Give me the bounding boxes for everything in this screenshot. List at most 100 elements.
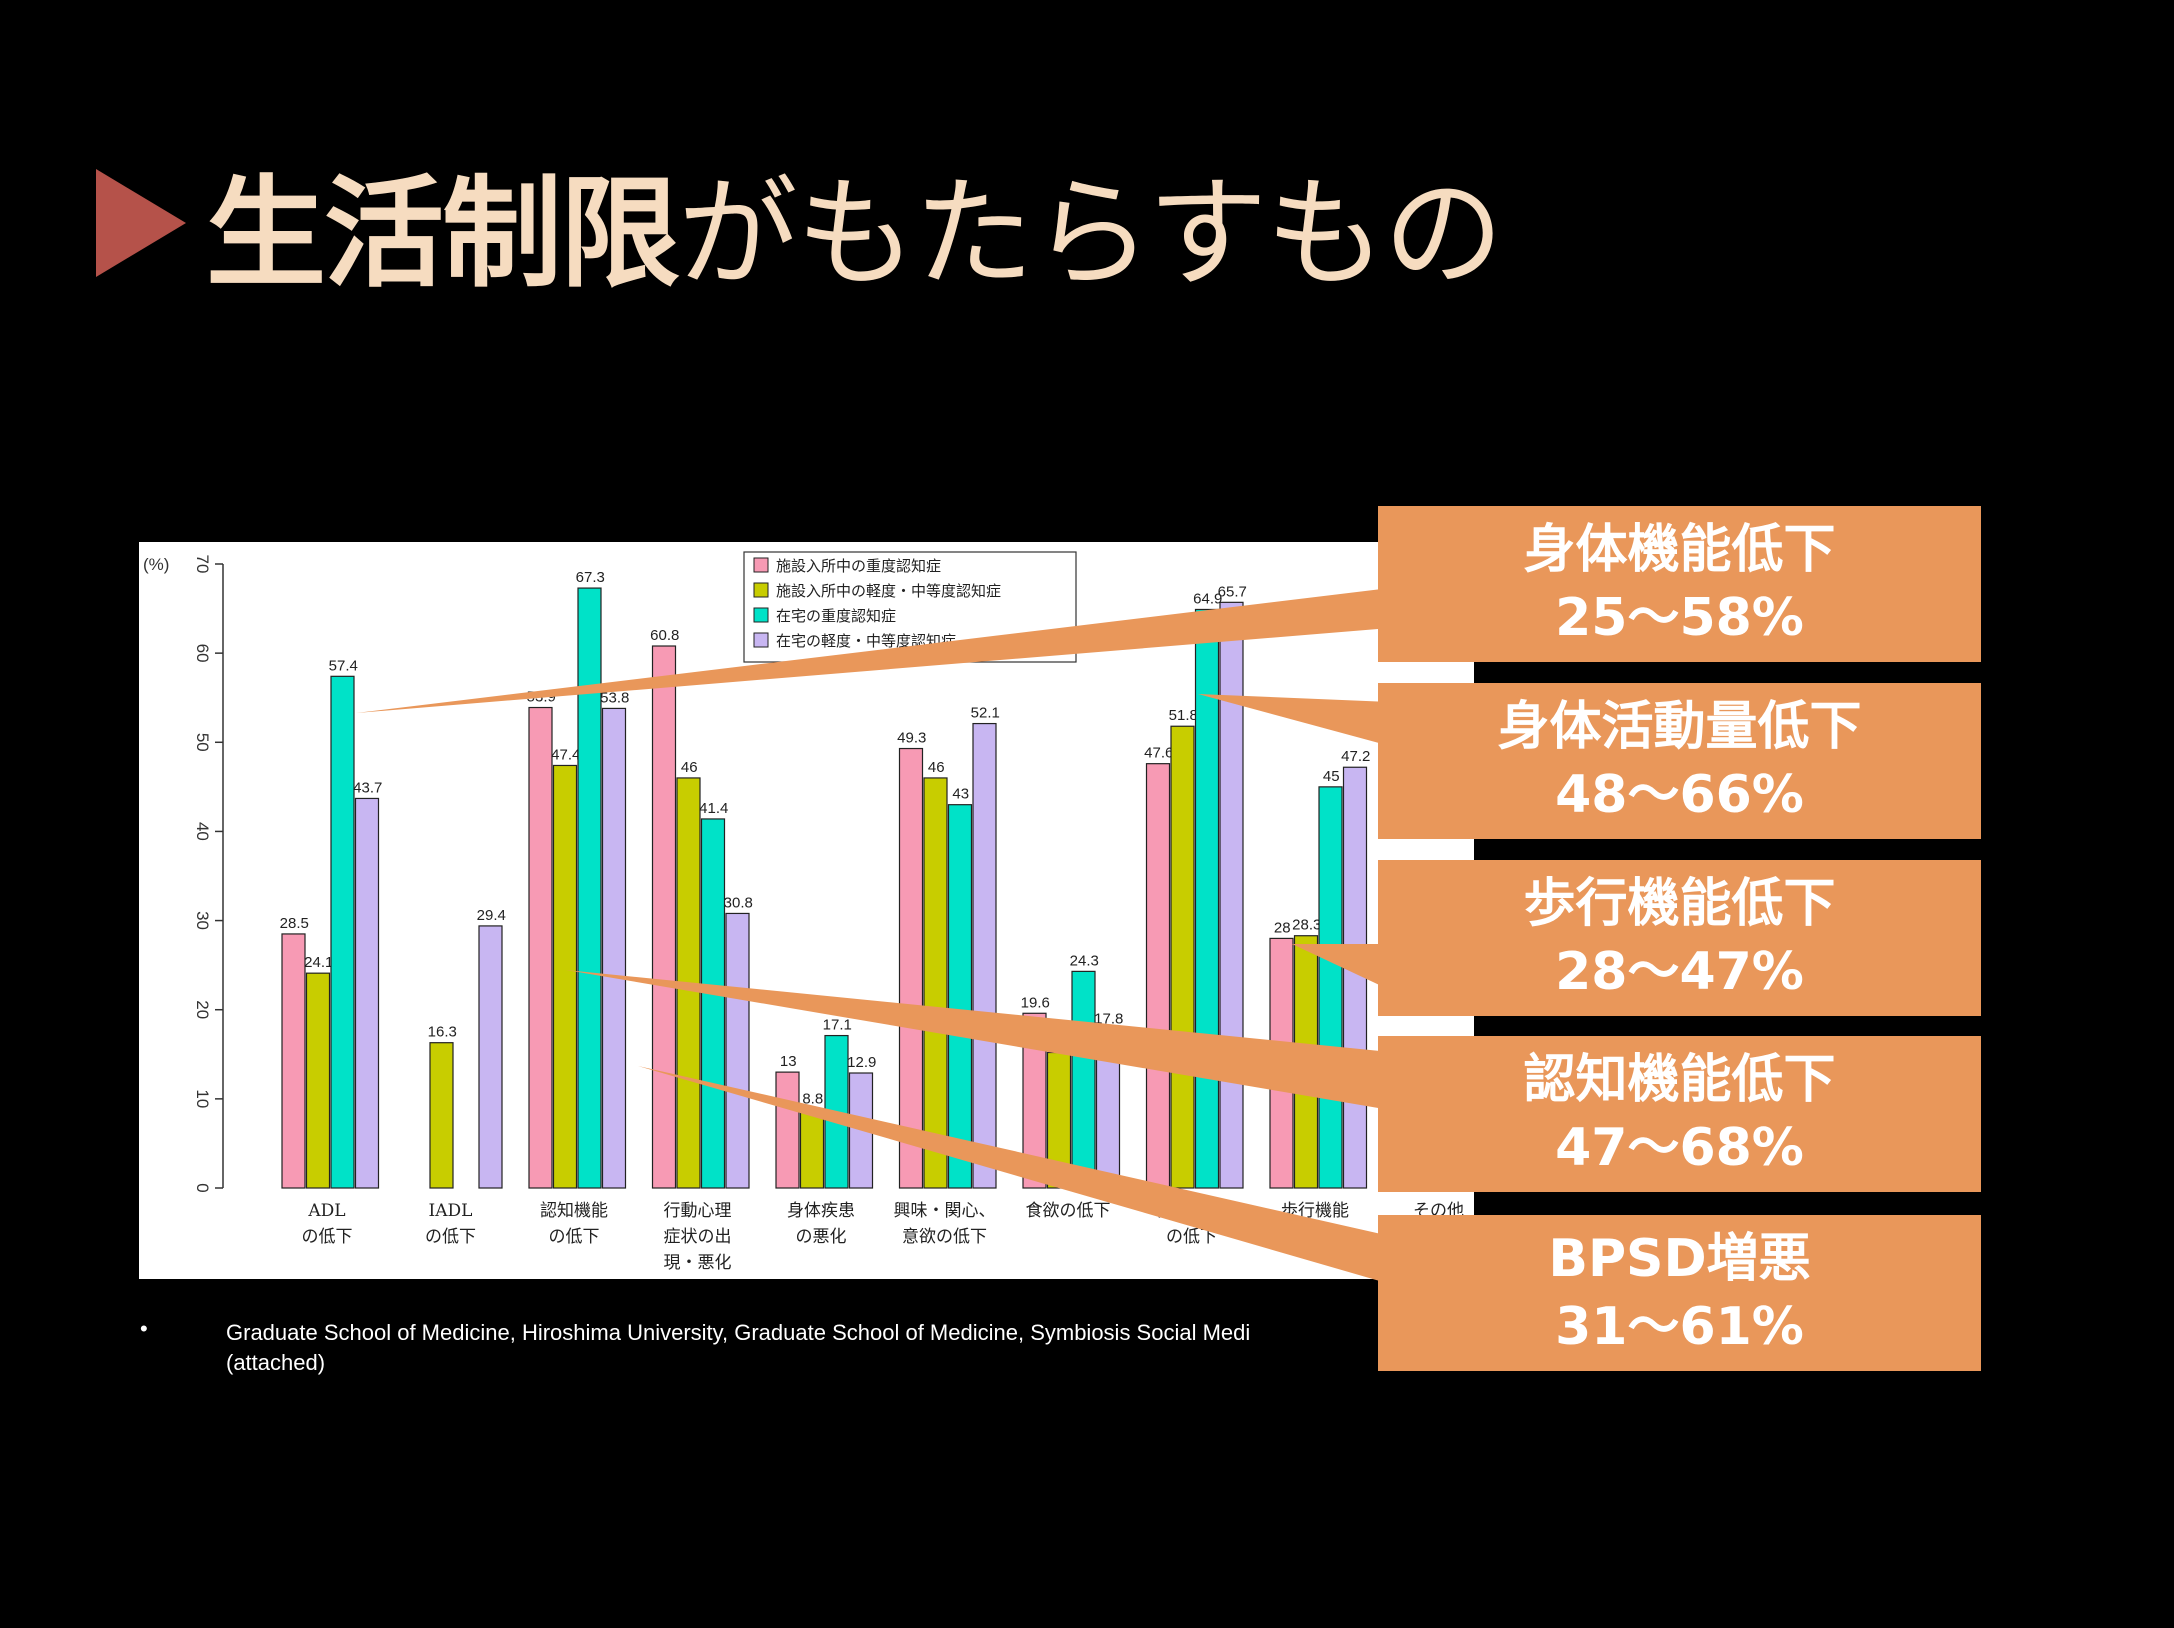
bar-data-label: 46: [928, 759, 945, 776]
y-tick-label: 10: [193, 1089, 212, 1108]
bar: [848, 1072, 874, 1189]
bar: [1095, 1028, 1121, 1189]
x-tick-label: の低下: [302, 1227, 353, 1247]
bar-data-label: 19.6: [1021, 994, 1050, 1011]
bar-data-label: 65.7: [1218, 583, 1247, 600]
callout-range: 25～58%: [1555, 588, 1804, 648]
bar: [775, 1071, 800, 1189]
x-tick-label: 転倒: [1298, 1227, 1332, 1247]
bar: [354, 797, 380, 1189]
bar-data-label: 24.3: [1070, 952, 1099, 969]
bar-chart: 0 10 20 30 40 50 60 70 (%) 28.5 24.1 57.4 43.7 ADL の低下…: [143, 551, 1464, 1273]
y-tick-label: 0: [193, 1183, 212, 1192]
bar-data-label: 28: [1274, 919, 1291, 936]
x-tick-label: 身体機能: [1158, 1201, 1226, 1221]
y-tick-label: 20: [193, 1000, 212, 1019]
title-bold-part: 生活制限: [206, 165, 680, 304]
bar: [972, 722, 997, 1189]
callout-range: 28～47%: [1555, 942, 1804, 1002]
bar: [305, 972, 331, 1189]
x-tick-label: 行動心理: [664, 1201, 732, 1221]
bar: [923, 777, 948, 1189]
bar: [528, 706, 553, 1189]
x-tick-label: ADL: [307, 1201, 345, 1221]
callout-walking-function: 歩行機能低下 28～47%: [1378, 860, 1981, 1016]
bar-data-label: 49.3: [897, 730, 926, 747]
bar: [577, 587, 602, 1189]
callout-label: 認知機能低下: [1523, 1050, 1836, 1110]
y-tick-label: 40: [193, 822, 212, 841]
bar: [898, 747, 924, 1189]
bar-data-label: 29.4: [477, 907, 506, 924]
x-tick-label: 歩行機能: [1281, 1201, 1349, 1221]
callout-range: 48～66%: [1555, 765, 1804, 825]
bar: [1318, 786, 1343, 1189]
chart-panel: 0 10 20 30 40 50 60 70 (%) 28.5 24.1 57.4 43.7 ADL の低下…: [139, 542, 1474, 1279]
bar: [676, 777, 701, 1189]
bar-data-label: 16.3: [428, 1024, 457, 1041]
legend-swatch: [753, 607, 769, 623]
x-tick-label: 身体疾患: [787, 1201, 855, 1221]
x-tick-label: の悪化: [796, 1227, 847, 1247]
bar-data-label: 51.8: [1169, 707, 1198, 724]
callout-range: 47～68%: [1555, 1118, 1804, 1178]
title-arrow-icon: [96, 169, 186, 277]
legend-swatch: [753, 557, 769, 573]
legend-label: 施設入所中の重度認知症: [776, 557, 941, 575]
x-tick-label: 意欲の低下: [902, 1227, 987, 1247]
bar-data-label: 30.8: [724, 894, 753, 911]
bar: [1046, 1051, 1072, 1189]
x-tick-label: の低下: [1166, 1227, 1217, 1247]
footnote-line-1: Graduate School of Medicine, Hiroshima U…: [226, 1320, 1251, 1345]
y-axis-title: (%): [143, 555, 169, 574]
x-tick-label: 興味・関心、: [894, 1201, 996, 1221]
legend-label: 在宅の軽度・中等度認知症: [776, 632, 956, 650]
bar-data-label: 28.5: [280, 915, 309, 932]
bar-data-label: 53.8: [600, 689, 629, 706]
bar: [1194, 608, 1220, 1189]
bar: [1342, 766, 1368, 1189]
bar: [478, 925, 503, 1189]
y-tick-label: 30: [193, 911, 212, 930]
bar-data-label: 13: [780, 1053, 797, 1070]
legend-label: 施設入所中の軽度・中等度認知症: [776, 582, 1001, 600]
bar-data-label: 57.4: [329, 657, 358, 674]
x-tick-label: 食欲の低下: [1026, 1201, 1111, 1221]
x-tick-label: 現・悪化: [664, 1253, 732, 1273]
title-rest-part: がもたらすもの: [678, 165, 1504, 304]
bar-data-label: 45: [1323, 768, 1340, 785]
bar: [1170, 725, 1195, 1189]
callout-physical-activity: 身体活動量低下 48～66%: [1378, 683, 1981, 839]
title-text: 生活制限がもたらすもの: [206, 136, 1504, 310]
x-tick-label: IADL: [429, 1201, 473, 1221]
callout-label: BPSD増悪: [1548, 1229, 1811, 1289]
bar-data-label: 60.8: [650, 627, 679, 644]
bar-data-label: 47.2: [1341, 748, 1370, 765]
bar-data-label: 47.6: [1144, 745, 1173, 762]
x-tick-label: の低下: [549, 1227, 600, 1247]
slide-title: 生活制限がもたらすもの: [96, 148, 1504, 304]
callout-range: 31～61%: [1555, 1297, 1804, 1357]
bar: [700, 818, 726, 1189]
bar: [799, 1108, 825, 1189]
bar-data-label: 43.7: [353, 779, 382, 796]
bar-data-label: 46: [681, 759, 698, 776]
footnote-line-2: (attached): [226, 1350, 326, 1375]
callout-bpsd: BPSD増悪 31～61%: [1378, 1215, 1981, 1371]
bar: [725, 912, 750, 1189]
bar-data-label: 15.2: [1045, 1034, 1074, 1051]
legend-swatch: [753, 632, 769, 648]
callout-body-function: 身体機能低下 25～58%: [1378, 506, 1981, 662]
footnote-bullet: •: [140, 1316, 148, 1341]
bar: [601, 707, 627, 1189]
bar: [1071, 970, 1096, 1189]
y-tick-label: 50: [193, 733, 212, 752]
x-tick-label: 認知機能: [540, 1201, 608, 1221]
bar: [1022, 1012, 1047, 1189]
bar: [824, 1034, 849, 1189]
bar-data-label: 28.3: [1292, 917, 1321, 934]
y-tick-label: 70: [193, 555, 212, 574]
callout-label: 歩行機能低下: [1523, 874, 1836, 934]
x-tick-label: 症状の出: [664, 1227, 732, 1247]
